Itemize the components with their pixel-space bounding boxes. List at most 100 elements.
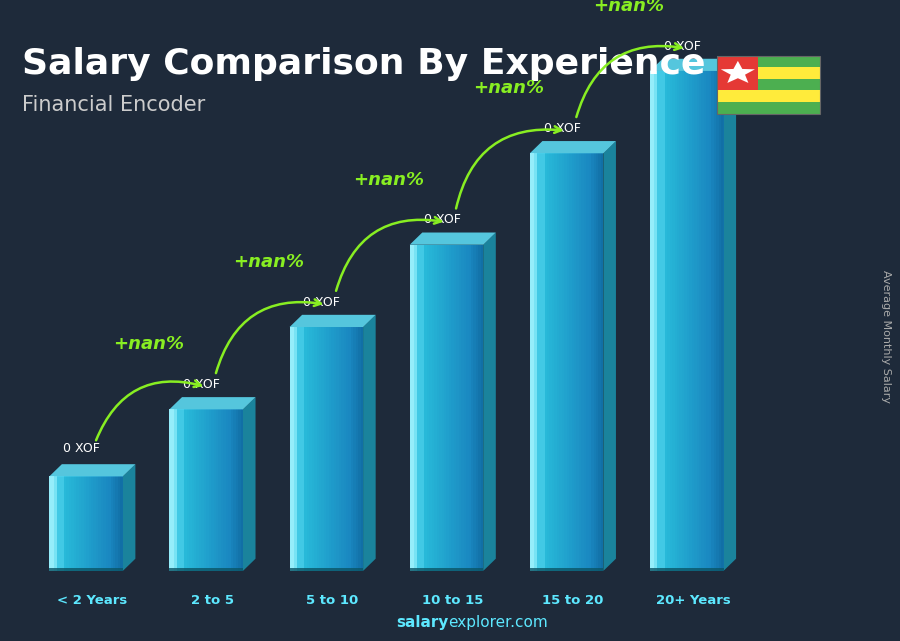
Polygon shape [57, 476, 59, 571]
Text: 2 to 5: 2 to 5 [191, 594, 234, 607]
Polygon shape [172, 410, 175, 571]
Polygon shape [459, 245, 461, 571]
Polygon shape [692, 71, 694, 571]
Polygon shape [223, 410, 226, 571]
Polygon shape [358, 327, 361, 571]
Text: +nan%: +nan% [473, 79, 544, 97]
Polygon shape [547, 153, 550, 571]
Polygon shape [88, 476, 91, 571]
Polygon shape [535, 153, 537, 571]
Polygon shape [461, 245, 464, 571]
Polygon shape [682, 71, 684, 571]
Polygon shape [655, 71, 657, 571]
Polygon shape [714, 71, 716, 571]
Polygon shape [584, 153, 586, 571]
Polygon shape [179, 410, 182, 571]
Text: +nan%: +nan% [353, 171, 424, 188]
Bar [717, 67, 821, 79]
Polygon shape [220, 410, 223, 571]
Polygon shape [203, 410, 206, 571]
Polygon shape [113, 476, 115, 571]
Polygon shape [331, 327, 334, 571]
Polygon shape [425, 245, 427, 571]
Polygon shape [121, 476, 122, 571]
Polygon shape [530, 153, 535, 571]
Polygon shape [52, 476, 54, 571]
Polygon shape [307, 327, 310, 571]
Polygon shape [54, 476, 57, 571]
Polygon shape [706, 71, 709, 571]
Polygon shape [169, 397, 256, 410]
Polygon shape [469, 245, 471, 571]
Polygon shape [363, 315, 375, 571]
Polygon shape [324, 327, 327, 571]
Polygon shape [557, 153, 559, 571]
Polygon shape [290, 315, 375, 327]
Polygon shape [422, 245, 425, 571]
Polygon shape [574, 153, 576, 571]
Polygon shape [471, 245, 473, 571]
Polygon shape [481, 245, 483, 571]
Polygon shape [104, 476, 105, 571]
Polygon shape [311, 327, 314, 571]
Text: 10 to 15: 10 to 15 [422, 594, 483, 607]
Text: +nan%: +nan% [112, 335, 184, 353]
Polygon shape [694, 71, 697, 571]
Polygon shape [716, 71, 718, 571]
Polygon shape [684, 71, 687, 571]
Polygon shape [348, 327, 351, 571]
Polygon shape [236, 410, 238, 571]
Polygon shape [294, 327, 297, 571]
Polygon shape [321, 327, 324, 571]
Bar [717, 90, 821, 102]
Polygon shape [652, 71, 655, 571]
Polygon shape [206, 410, 209, 571]
Polygon shape [344, 327, 346, 571]
Polygon shape [429, 245, 432, 571]
Polygon shape [189, 410, 192, 571]
Polygon shape [701, 71, 704, 571]
Polygon shape [122, 464, 135, 571]
Polygon shape [412, 245, 415, 571]
Polygon shape [444, 245, 446, 571]
Polygon shape [456, 245, 459, 571]
Text: 20+ Years: 20+ Years [656, 594, 731, 607]
Polygon shape [415, 245, 417, 571]
Polygon shape [552, 153, 554, 571]
Polygon shape [709, 71, 711, 571]
Polygon shape [410, 233, 496, 245]
Polygon shape [50, 464, 135, 476]
Text: 5 to 10: 5 to 10 [307, 594, 359, 607]
Polygon shape [579, 153, 581, 571]
Polygon shape [118, 476, 121, 571]
Polygon shape [184, 410, 186, 571]
Text: +nan%: +nan% [593, 0, 664, 15]
Bar [717, 56, 821, 67]
Polygon shape [69, 476, 71, 571]
Text: salary: salary [396, 615, 448, 630]
Polygon shape [680, 71, 682, 571]
Polygon shape [660, 71, 662, 571]
Polygon shape [446, 245, 449, 571]
Polygon shape [439, 245, 442, 571]
Polygon shape [115, 476, 118, 571]
Polygon shape [50, 476, 52, 571]
Polygon shape [361, 327, 363, 571]
Polygon shape [530, 153, 532, 571]
Polygon shape [662, 71, 665, 571]
Polygon shape [176, 410, 179, 571]
Polygon shape [328, 327, 331, 571]
Polygon shape [209, 410, 212, 571]
Polygon shape [233, 410, 236, 571]
Polygon shape [427, 245, 429, 571]
Polygon shape [300, 327, 302, 571]
Polygon shape [586, 153, 589, 571]
Polygon shape [559, 153, 562, 571]
Polygon shape [677, 71, 680, 571]
Polygon shape [175, 410, 176, 571]
Polygon shape [182, 410, 184, 571]
Polygon shape [569, 153, 572, 571]
Polygon shape [213, 410, 216, 571]
Polygon shape [105, 476, 108, 571]
Polygon shape [410, 245, 414, 571]
